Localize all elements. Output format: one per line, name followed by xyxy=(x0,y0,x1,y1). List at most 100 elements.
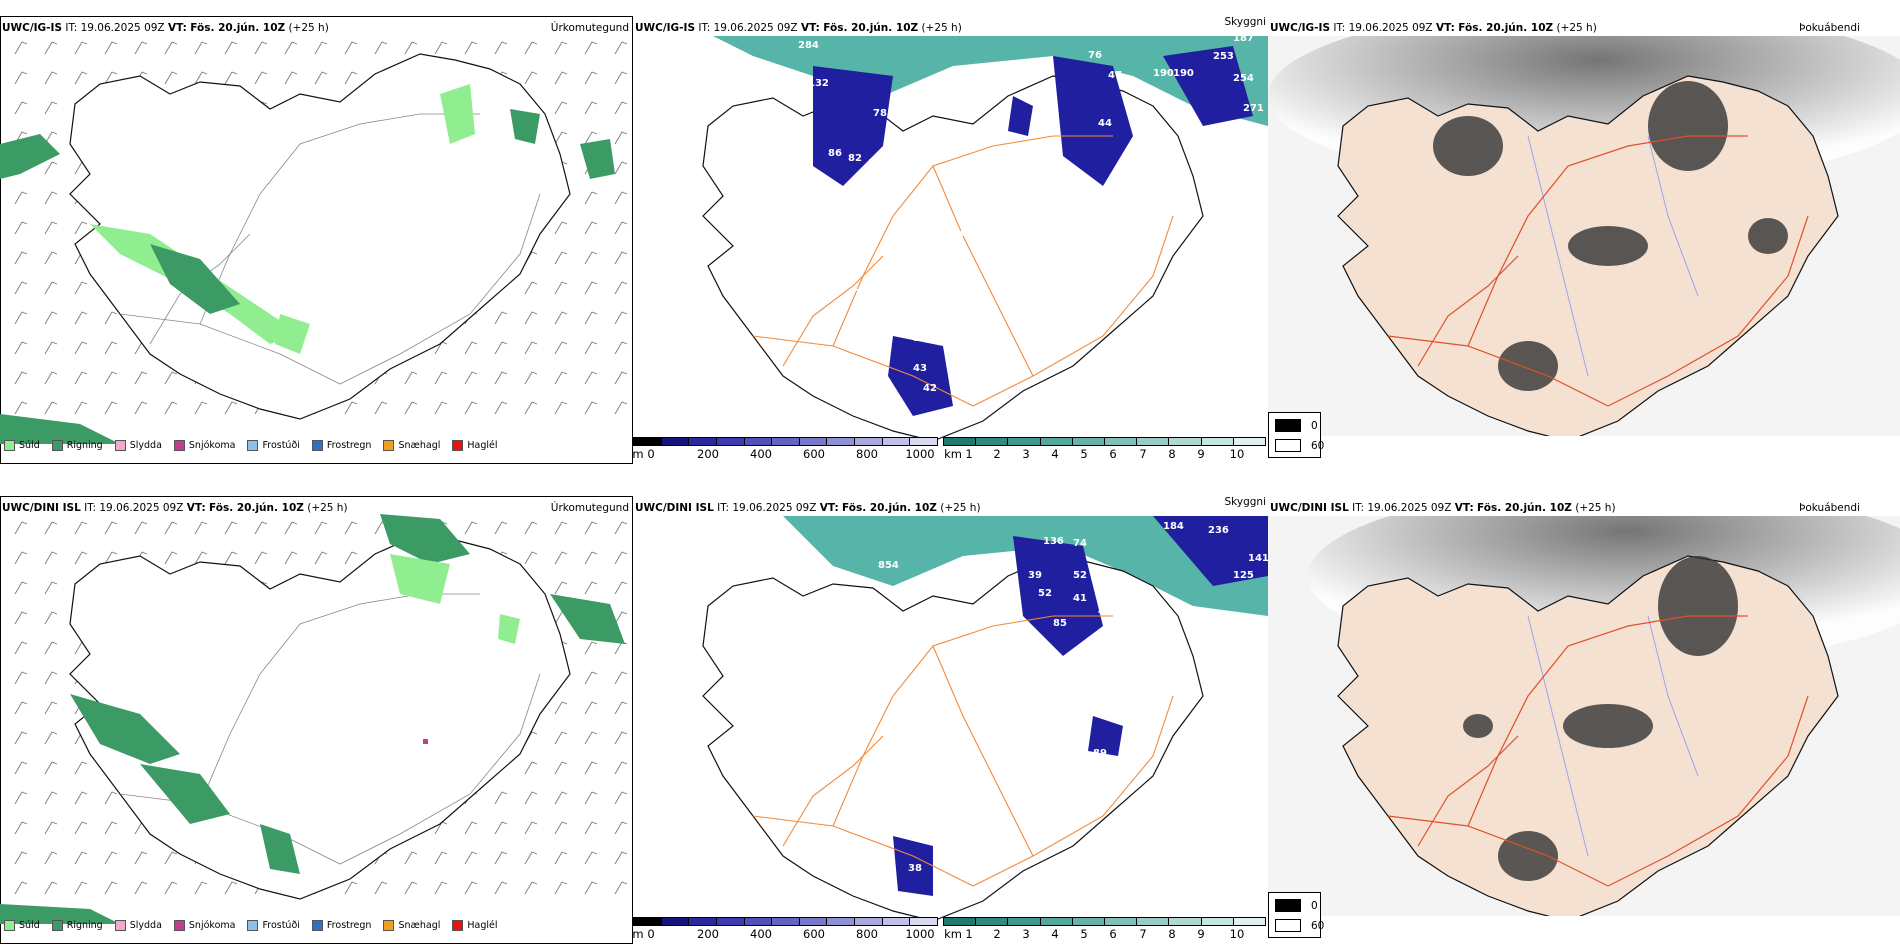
legend-swatch xyxy=(114,920,126,931)
precip-panel-frame xyxy=(0,496,633,944)
wind-barb xyxy=(554,311,568,325)
legend-label: Snjókoma xyxy=(188,920,236,931)
cloud-base-value: 52 xyxy=(848,288,862,299)
wind-barb xyxy=(614,821,628,835)
wind-barb xyxy=(74,851,88,865)
legend-swatch xyxy=(383,920,395,931)
wind-barb xyxy=(44,41,58,55)
legend-label: Slydda xyxy=(129,440,162,451)
visibility-colorbar xyxy=(943,917,1266,926)
precip-legend: Súld Rigning Slydda Snjókoma Frostúði Fr… xyxy=(4,440,498,451)
wind-barb xyxy=(554,881,568,895)
visibility-tick: 9 xyxy=(1197,927,1205,941)
legend-swatch xyxy=(247,440,259,451)
wind-barb xyxy=(464,851,478,865)
legend-swatch xyxy=(452,440,464,451)
cloud-base-value: 56 xyxy=(1038,673,1052,684)
cloud-header: UWC/DINI ISL IT: 19.06.2025 09Z VT: Fös.… xyxy=(633,500,1268,516)
cloud-base-value: 87 xyxy=(898,113,912,124)
fog-key-swatch xyxy=(1275,899,1301,912)
visibility-colorbar xyxy=(943,437,1266,446)
lead-time: (+25 h) xyxy=(307,502,348,514)
it-value: 19.06.2025 09Z xyxy=(713,22,798,34)
wind-barb xyxy=(554,551,568,565)
cloud-base-value: 169 xyxy=(868,158,889,169)
wind-barb xyxy=(14,731,28,745)
legend-label: Súld xyxy=(19,920,40,931)
legend-swatch xyxy=(51,440,63,451)
cloud-base-value: 105 xyxy=(953,228,974,239)
cloud-base-value: 44 xyxy=(1098,118,1112,129)
vt-value: Fös. 20.jún. 10Z xyxy=(1477,502,1572,514)
wind-barb xyxy=(104,521,118,535)
legend-item: Haglél xyxy=(452,440,498,451)
wind-barb xyxy=(464,401,478,415)
wind-barb xyxy=(194,551,208,565)
it-value: 19.06.2025 09Z xyxy=(1367,502,1452,514)
cloud-base-value: 52 xyxy=(1073,570,1087,581)
cloud-base-value: 52 xyxy=(1038,588,1052,599)
panel-type: Þokuábendi xyxy=(1799,22,1860,34)
wind-barb xyxy=(14,671,28,685)
visibility-tick: 4 xyxy=(1051,927,1059,941)
wind-barb xyxy=(614,161,628,175)
fog-key: 0 60 xyxy=(1268,892,1324,938)
wind-barb xyxy=(134,881,148,895)
wind-barb xyxy=(284,71,298,85)
wind-barb xyxy=(614,221,628,235)
legend-item: Rigning xyxy=(51,920,103,931)
visibility-tick: 8 xyxy=(1168,927,1176,941)
wind-barb xyxy=(164,521,178,535)
cloud-base-value: 86 xyxy=(828,148,842,159)
fog-map xyxy=(1268,516,1900,916)
vt-label: VT: xyxy=(167,22,187,34)
it-label: IT: xyxy=(1333,22,1346,34)
wind-barb xyxy=(44,131,58,145)
wind-barb xyxy=(434,881,448,895)
cloud-base-value: 190 xyxy=(1173,68,1194,79)
legend-label: Rigning xyxy=(66,440,103,451)
wind-barb xyxy=(344,41,358,55)
legend-label: Rigning xyxy=(66,920,103,931)
vt-label: VT: xyxy=(186,502,206,514)
low-cloud-areas xyxy=(813,46,1253,416)
fog-key-value: 0 xyxy=(1311,419,1318,432)
wind-barb xyxy=(164,401,178,415)
wind-barb xyxy=(584,551,598,565)
wind-barb xyxy=(554,251,568,265)
wind-barb xyxy=(494,311,508,325)
wind-barb xyxy=(554,371,568,385)
fog-key-swatch xyxy=(1275,439,1301,452)
wind-barb xyxy=(584,341,598,355)
wind-barb xyxy=(614,401,628,415)
wind-barb xyxy=(524,371,538,385)
legend-label: Haglél xyxy=(467,440,498,451)
wind-barb xyxy=(584,191,598,205)
wind-barb xyxy=(554,821,568,835)
wind-barb xyxy=(44,341,58,355)
wind-barb xyxy=(584,71,598,85)
wind-barb xyxy=(44,401,58,415)
wind-barb xyxy=(554,221,568,235)
cloud-base-value: 117 xyxy=(788,80,809,91)
visibility-tick: 9 xyxy=(1197,447,1205,461)
wind-barb xyxy=(374,41,388,55)
cloudbase-tick: 200 xyxy=(697,927,719,941)
wind-barb xyxy=(104,551,118,565)
wind-barb xyxy=(104,341,118,355)
wind-barb xyxy=(14,821,28,835)
visibility-tick: 2 xyxy=(993,927,1001,941)
lead-time: (+25 h) xyxy=(940,502,981,514)
wind-barb xyxy=(74,311,88,325)
wind-barb xyxy=(104,881,118,895)
cloudbase-tick: 800 xyxy=(856,447,878,461)
legend-swatch xyxy=(247,920,259,931)
cloudbase-unit: m xyxy=(633,447,644,461)
wind-barb xyxy=(374,881,388,895)
model-name: UWC/IG-IS xyxy=(2,22,63,34)
wind-barb xyxy=(524,821,538,835)
vt-value: Fös. 20.jún. 10Z xyxy=(209,502,304,514)
cloud-base-value: 48 xyxy=(1038,93,1052,104)
wind-barb xyxy=(104,851,118,865)
wind-barb xyxy=(554,521,568,535)
